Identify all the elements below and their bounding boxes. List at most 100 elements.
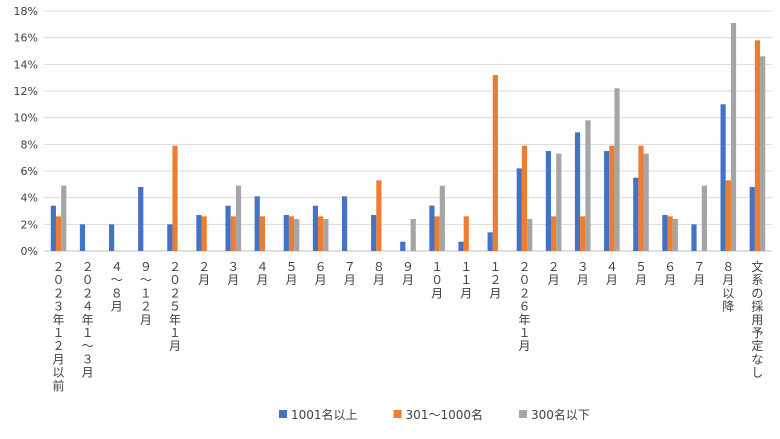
bar bbox=[585, 120, 591, 251]
x-tick-label: ８月以降 bbox=[722, 260, 734, 314]
x-tick-label: ８月 bbox=[373, 260, 385, 287]
x-tick-label: 文系の採用予定なし bbox=[751, 259, 763, 380]
x-tick-label: ５月 bbox=[286, 260, 298, 287]
bar bbox=[725, 180, 731, 251]
bar bbox=[662, 215, 668, 251]
legend-label: 1001名以上 bbox=[291, 407, 358, 422]
y-tick-label: 0% bbox=[21, 245, 38, 258]
bar bbox=[341, 196, 348, 251]
x-tick-label: ９～１２月 bbox=[140, 260, 152, 327]
y-tick-label: 12% bbox=[14, 85, 38, 98]
bar bbox=[580, 216, 586, 251]
bar bbox=[487, 232, 493, 251]
x-tick-label: ４月 bbox=[606, 260, 618, 287]
bar bbox=[55, 216, 62, 251]
bar bbox=[167, 224, 173, 251]
y-tick-label: 16% bbox=[14, 32, 38, 45]
bar bbox=[760, 56, 766, 251]
x-tick-label: １１月 bbox=[460, 260, 472, 300]
bar bbox=[410, 219, 416, 251]
bar bbox=[574, 132, 581, 251]
x-tick-label: ４月 bbox=[256, 260, 268, 287]
x-tick-label: ２月 bbox=[548, 260, 560, 287]
x-tick-label: ４～８月 bbox=[111, 260, 123, 314]
bar bbox=[259, 216, 265, 251]
bar bbox=[458, 241, 464, 251]
x-tick-label: ３月 bbox=[227, 260, 239, 287]
y-tick-label: 8% bbox=[21, 138, 38, 151]
legend-swatch bbox=[393, 410, 402, 418]
bar bbox=[288, 216, 295, 251]
y-tick-label: 14% bbox=[14, 58, 38, 71]
y-tick-label: 2% bbox=[21, 218, 38, 231]
bar bbox=[312, 205, 319, 251]
bar bbox=[638, 145, 644, 251]
bar bbox=[283, 215, 289, 251]
bar bbox=[492, 75, 498, 251]
bar bbox=[109, 224, 115, 251]
bar bbox=[196, 215, 202, 251]
x-tick-label: ９月 bbox=[402, 260, 414, 287]
legend: 1001名以上 301～1000名 300名以下 bbox=[279, 407, 590, 422]
x-tick-label: ７月 bbox=[344, 260, 356, 287]
bar bbox=[672, 219, 678, 251]
bar bbox=[720, 104, 726, 251]
bar bbox=[230, 216, 236, 251]
x-tick-label: ２０２５年１月 bbox=[169, 260, 181, 353]
x-tick-label: ６月 bbox=[315, 260, 327, 287]
bar bbox=[434, 216, 440, 251]
gridlines bbox=[44, 10, 772, 252]
bar bbox=[376, 180, 382, 251]
bar bbox=[172, 145, 178, 251]
bar bbox=[754, 40, 761, 251]
x-tick-label: １２月 bbox=[489, 260, 501, 300]
bar bbox=[429, 205, 435, 251]
bar bbox=[545, 151, 551, 251]
bar bbox=[551, 216, 557, 251]
y-axis-ticks: 0% 2% 4% 6% 8% 10% 12% 14% 16% 18% bbox=[14, 5, 38, 258]
legend-swatch bbox=[279, 410, 287, 418]
y-tick-label: 6% bbox=[21, 165, 38, 178]
legend-label: 301～1000名 bbox=[406, 407, 483, 422]
bar bbox=[201, 216, 207, 251]
bar bbox=[609, 145, 615, 251]
y-tick-label: 18% bbox=[14, 5, 38, 18]
bar bbox=[730, 23, 737, 251]
bar bbox=[516, 168, 522, 251]
x-tick-label: ３月 bbox=[577, 260, 589, 287]
bar bbox=[527, 219, 533, 251]
bar bbox=[61, 185, 67, 251]
bar bbox=[400, 241, 406, 251]
bar bbox=[294, 219, 300, 251]
y-tick-label: 4% bbox=[21, 192, 38, 205]
bar bbox=[323, 219, 329, 251]
bar bbox=[50, 205, 56, 251]
bar bbox=[79, 224, 86, 251]
x-tick-label: １０月 bbox=[431, 260, 443, 300]
bar bbox=[701, 185, 707, 251]
x-tick-label: ２０２６年１月 bbox=[518, 260, 530, 353]
bar bbox=[643, 153, 649, 251]
bar bbox=[463, 216, 469, 251]
bar bbox=[235, 185, 242, 251]
x-tick-label: ２月 bbox=[198, 260, 210, 287]
bar bbox=[604, 151, 610, 251]
x-tick-label: ２０２４年１～３月 bbox=[82, 260, 94, 380]
x-tick-label: ５月 bbox=[635, 260, 647, 287]
bar bbox=[614, 88, 620, 251]
bar bbox=[371, 215, 377, 251]
x-axis-labels: ２０２３年１２月以前 ２０２４年１～３月 ４～８月 ９～１２月 ２０２５年１月 ２月 ３月 ４… bbox=[53, 259, 764, 393]
x-tick-label: ２０２３年１２月以前 bbox=[53, 260, 65, 393]
bar bbox=[225, 205, 231, 251]
bar bbox=[749, 187, 755, 251]
x-tick-label: ６月 bbox=[664, 260, 676, 287]
x-tick-label: ７月 bbox=[693, 260, 705, 287]
bar bbox=[254, 196, 260, 251]
bar bbox=[691, 224, 697, 251]
bar bbox=[521, 145, 528, 251]
legend-label: 300名以下 bbox=[531, 407, 590, 422]
bar bbox=[439, 185, 445, 251]
bar bbox=[556, 153, 562, 251]
bar bbox=[318, 216, 324, 251]
